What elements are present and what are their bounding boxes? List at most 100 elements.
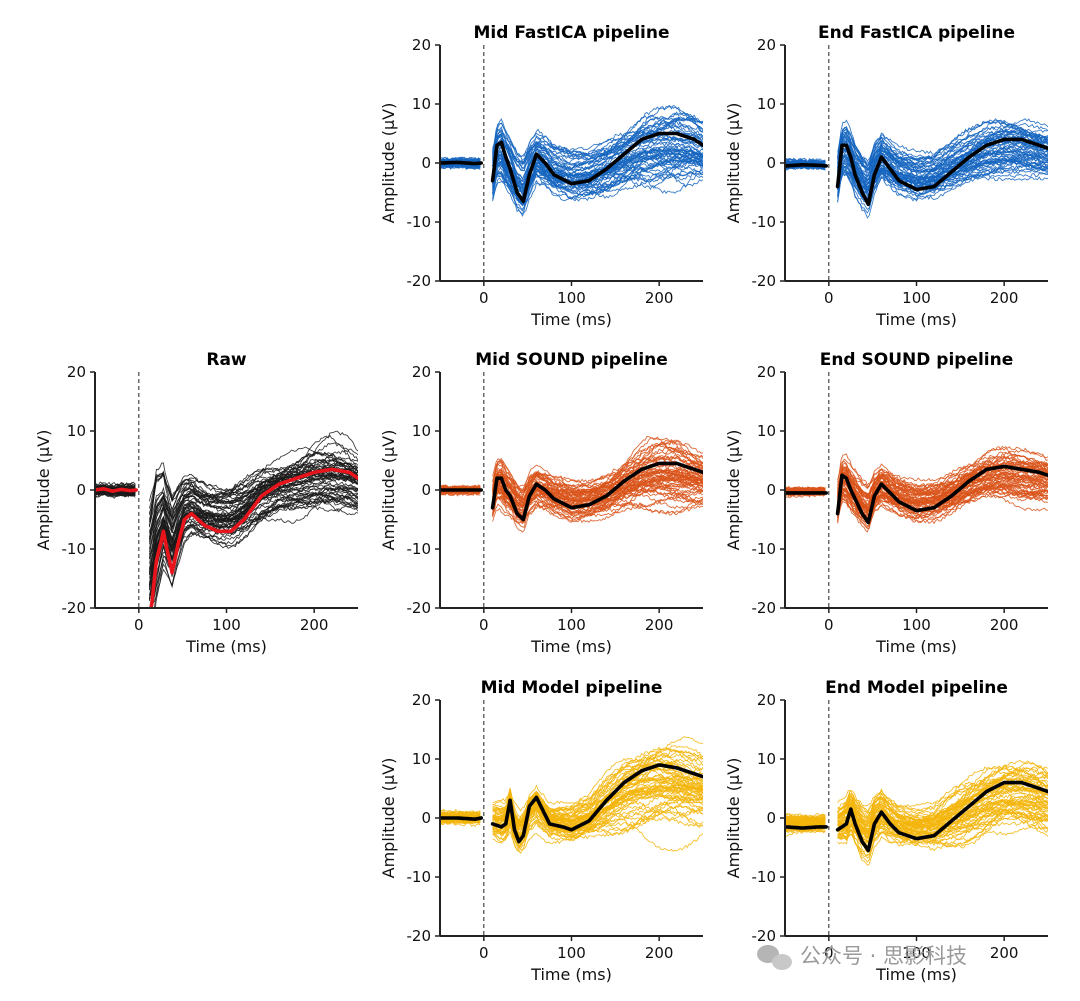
y-tick-label: -20 [407, 272, 432, 290]
plot-area [440, 436, 703, 533]
y-tick-label: 20 [757, 691, 776, 709]
y-axis-label: Amplitude (µV) [379, 758, 398, 879]
x-tick-label: 100 [212, 616, 241, 634]
y-tick-label: 20 [757, 363, 776, 381]
x-tick-label: 100 [902, 944, 931, 962]
mean-trace [440, 461, 703, 522]
panel-title: Mid Model pipeline [481, 678, 663, 698]
wechat-bubble-icon [757, 945, 792, 970]
panel-title: Raw [206, 350, 247, 370]
x-tick-label: 100 [557, 944, 586, 962]
y-tick-label: -10 [752, 540, 777, 558]
y-tick-label: 20 [412, 691, 431, 709]
x-tick-label: 0 [824, 616, 834, 634]
y-axis-label: Amplitude (µV) [724, 103, 743, 224]
y-tick-label: 0 [421, 481, 431, 499]
y-tick-label: -20 [407, 599, 432, 617]
channel-trace [785, 132, 1048, 172]
x-tick-label: 100 [557, 289, 586, 307]
watermark-text: 公众号 · 思影科技 [800, 944, 967, 968]
x-tick-label: 0 [479, 944, 489, 962]
x-axis-label: Time (ms) [530, 637, 612, 656]
panel-title: Mid SOUND pipeline [475, 350, 668, 370]
x-tick-label: 0 [479, 616, 489, 634]
mean-trace [440, 131, 703, 204]
channel-trace [785, 774, 1048, 826]
x-tick-label: 0 [134, 616, 144, 634]
x-axis-label: Time (ms) [875, 965, 957, 984]
x-tick-label: 100 [902, 289, 931, 307]
y-tick-label: 10 [412, 95, 431, 113]
y-tick-label: -10 [62, 540, 87, 558]
x-tick-label: 0 [824, 944, 834, 962]
x-tick-label: 100 [902, 616, 931, 634]
y-tick-label: 10 [412, 750, 431, 768]
x-tick-label: 200 [300, 616, 329, 634]
y-tick-label: 0 [766, 154, 776, 172]
y-axis-label: Amplitude (µV) [724, 430, 743, 551]
plot-area [785, 445, 1048, 533]
y-tick-label: 20 [412, 363, 431, 381]
x-tick-label: 200 [990, 944, 1019, 962]
y-tick-label: 20 [412, 36, 431, 54]
x-tick-label: 200 [645, 616, 674, 634]
x-tick-label: 200 [645, 944, 674, 962]
x-tick-label: 200 [645, 289, 674, 307]
y-tick-label: -10 [407, 540, 432, 558]
plot-area [440, 104, 703, 217]
y-tick-label: -20 [62, 599, 87, 617]
y-tick-label: 0 [76, 481, 86, 499]
y-tick-label: 0 [421, 154, 431, 172]
mean-trace [785, 780, 1048, 853]
plot-area [785, 118, 1048, 219]
y-axis-label: Amplitude (µV) [379, 103, 398, 224]
plot-area [440, 736, 703, 854]
x-axis-label: Time (ms) [875, 310, 957, 329]
mean-trace [785, 137, 1048, 207]
panel-title: Mid FastICA pipeline [473, 23, 669, 43]
panel-title: End SOUND pipeline [820, 350, 1014, 370]
x-tick-label: 200 [990, 289, 1019, 307]
x-tick-label: 0 [824, 289, 834, 307]
panel-title: End Model pipeline [825, 678, 1008, 698]
y-tick-label: 0 [766, 809, 776, 827]
y-tick-label: 10 [412, 422, 431, 440]
channel-trace [95, 491, 358, 608]
y-tick-label: 0 [421, 809, 431, 827]
x-tick-label: 200 [990, 616, 1019, 634]
y-tick-label: -20 [752, 927, 777, 945]
watermark: 公众号 · 思影科技 [757, 944, 967, 970]
x-tick-label: 100 [557, 616, 586, 634]
y-tick-label: -10 [407, 213, 432, 231]
plot-area [95, 430, 358, 608]
y-tick-label: 20 [757, 36, 776, 54]
y-tick-label: -10 [752, 213, 777, 231]
x-axis-label: Time (ms) [185, 637, 267, 656]
x-axis-label: Time (ms) [530, 310, 612, 329]
y-tick-label: 10 [757, 422, 776, 440]
y-tick-label: -10 [407, 868, 432, 886]
y-tick-label: 10 [757, 750, 776, 768]
y-tick-label: 0 [766, 481, 776, 499]
x-axis-label: Time (ms) [875, 637, 957, 656]
mean-trace [785, 464, 1048, 525]
mean-trace [440, 763, 703, 844]
panel-title: End FastICA pipeline [818, 23, 1015, 43]
y-axis-label: Amplitude (µV) [379, 430, 398, 551]
y-axis-label: Amplitude (µV) [34, 430, 53, 551]
y-tick-label: -10 [752, 868, 777, 886]
y-tick-label: 20 [67, 363, 86, 381]
channel-trace [440, 793, 703, 851]
y-tick-label: -20 [407, 927, 432, 945]
y-tick-label: -20 [752, 599, 777, 617]
x-axis-label: Time (ms) [530, 965, 612, 984]
channel-trace [785, 462, 1048, 496]
